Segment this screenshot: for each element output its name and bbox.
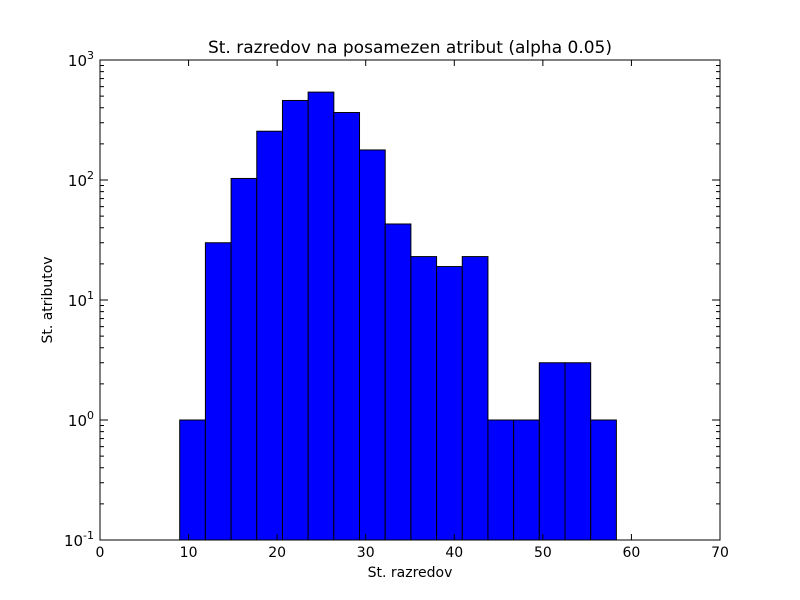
histogram-bar-2 [204,242,232,541]
histogram-bar-14 [513,419,540,541]
y-tick-label: 100 [68,409,94,430]
histogram-bar-1 [179,419,206,541]
histogram-bar-11 [436,266,463,541]
y-tick-label: 101 [68,289,94,310]
y-axis-label: St. atributov [40,256,56,343]
x-axis-label: St. razredov [368,565,453,581]
x-tick-label: 30 [357,545,375,561]
x-tick-label: 0 [96,545,105,561]
histogram-bar-5 [281,99,309,541]
plot-area-frame [99,59,721,541]
x-tick-label: 20 [268,545,286,561]
histogram-bar-8 [359,149,386,541]
bars-group [179,91,617,541]
x-tick-label: 50 [534,545,552,561]
y-tick-label: 103 [68,49,94,70]
y-minor-ticks [100,64,720,505]
histogram-bar-16 [564,362,592,541]
histogram-bar-17 [590,419,617,541]
histogram-bar-13 [487,419,515,541]
histogram-bar-9 [384,223,412,541]
histogram-bar-7 [333,112,361,541]
y-tick-label: 102 [68,169,94,190]
histogram-bar-12 [461,256,489,541]
histogram-bar-10 [410,256,438,541]
chart-title: St. razredov na posamezen atribut (alpha… [208,38,612,58]
x-axis-ticks: 0 10 20 30 40 50 60 70 [96,60,729,561]
histogram-bar-15 [538,362,566,541]
histogram-bar-3 [230,177,258,541]
x-tick-label: 60 [623,545,641,561]
histogram-bar-4 [256,130,283,541]
x-tick-label: 10 [180,545,198,561]
histogram-bar-6 [307,91,335,541]
y-axis-ticks: 10-1 100 101 102 103 [64,49,720,550]
x-tick-label: 40 [445,545,463,561]
x-tick-label: 70 [711,545,729,561]
y-tick-label: 10-1 [64,529,94,550]
